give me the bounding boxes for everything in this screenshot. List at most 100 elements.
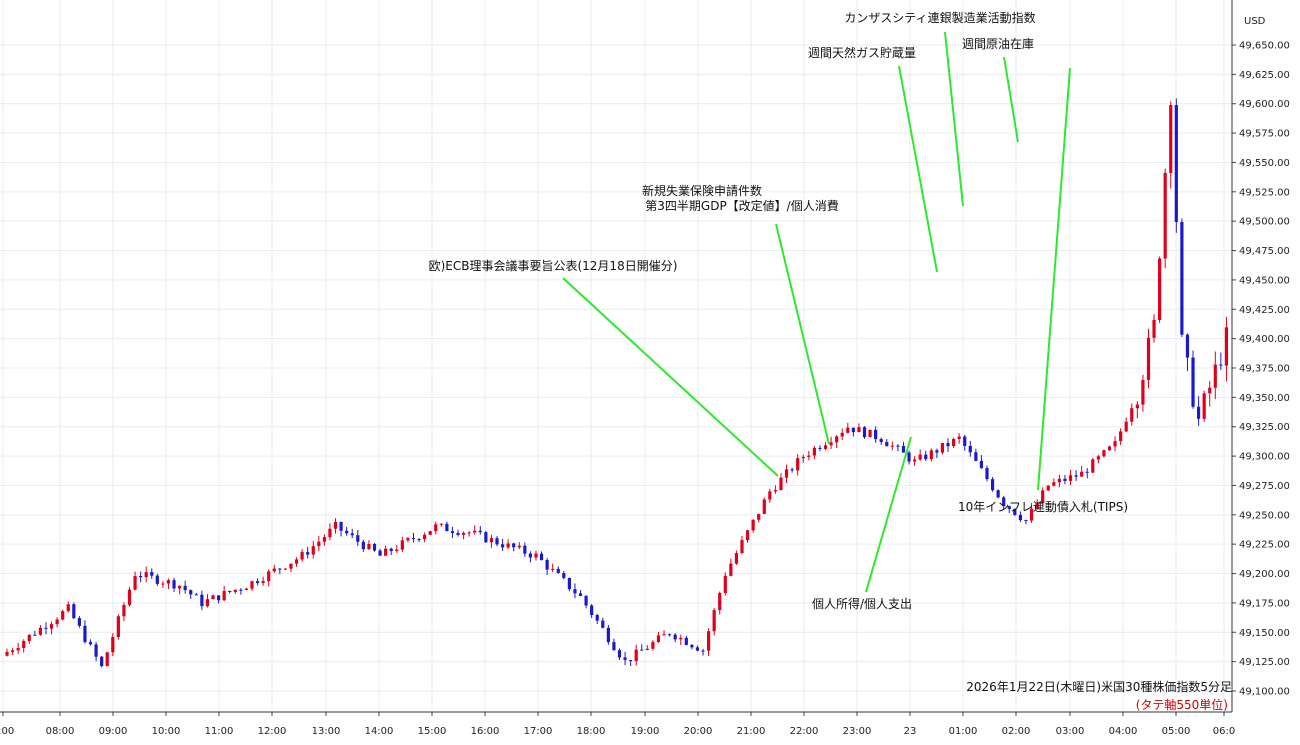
- candle-up: [723, 575, 727, 593]
- candle-down: [339, 521, 343, 531]
- y-tick-label: 49,275.00: [1239, 481, 1290, 492]
- candle-down: [100, 656, 104, 667]
- candle-down: [1174, 105, 1178, 223]
- candle-down: [389, 548, 393, 552]
- candle-down: [606, 627, 610, 643]
- candle-up: [406, 538, 410, 541]
- candle-down: [44, 627, 48, 629]
- candle-up: [1146, 337, 1151, 380]
- annotation-line: [775, 223, 830, 445]
- candle-down: [216, 595, 221, 601]
- y-tick-label: 49,125.00: [1239, 657, 1290, 668]
- annotation-line: [944, 31, 964, 207]
- candle-up: [1135, 404, 1139, 409]
- candle-up: [1102, 450, 1106, 457]
- y-tick-label: 49,100.00: [1239, 687, 1290, 698]
- annotation-label: 週間天然ガス貯蔵量: [808, 45, 916, 60]
- candle-up: [49, 624, 54, 629]
- candle-down: [985, 468, 989, 480]
- candle-up: [222, 590, 226, 601]
- annotation-label: 10年インフレ連動債入札(TIPS): [958, 499, 1128, 514]
- candle-up: [868, 429, 872, 438]
- candle-up: [294, 559, 299, 564]
- candle-down: [701, 650, 705, 652]
- candle-down: [183, 585, 187, 591]
- candle-up: [105, 652, 109, 667]
- candle-up: [116, 616, 120, 638]
- candle-up: [489, 538, 494, 543]
- candle-down: [528, 553, 533, 558]
- candle-down: [590, 605, 594, 615]
- candle-down: [1002, 497, 1006, 507]
- candle-up: [740, 540, 744, 554]
- candle-up: [5, 651, 9, 656]
- y-axis: 49,100.00 49,125.00 49,150.00 49,175.00 49,2…: [1231, 0, 1290, 712]
- candle-up: [1169, 105, 1173, 173]
- candle-down: [194, 594, 198, 596]
- candle-down: [523, 545, 527, 554]
- candle-down: [345, 530, 349, 534]
- annotation-line: [865, 436, 912, 593]
- candle-down: [417, 539, 421, 541]
- candle-down: [77, 618, 81, 626]
- candle-up: [1163, 172, 1167, 259]
- candle-down: [562, 573, 566, 578]
- y-tick-label: 49,575.00: [1239, 129, 1290, 140]
- candle-up: [428, 531, 432, 535]
- x-tick-label: 18:00: [577, 726, 606, 737]
- y-tick-label: 49,525.00: [1239, 187, 1290, 198]
- candle-up: [144, 572, 148, 578]
- candle-down: [83, 625, 87, 643]
- candle-up: [1208, 387, 1212, 394]
- candle-up: [161, 583, 165, 585]
- candle-down: [478, 530, 482, 533]
- candle-up: [122, 604, 126, 617]
- candle-up: [1124, 421, 1128, 432]
- x-tick-label: 09:00: [99, 726, 128, 737]
- candle-up: [1029, 508, 1034, 521]
- candle-up: [1041, 490, 1045, 504]
- y-tick-label: 49,350.00: [1239, 393, 1290, 404]
- candle-up: [178, 585, 182, 589]
- candle-down: [356, 535, 360, 542]
- x-tick-label: 23: [904, 726, 917, 737]
- candle-up: [1046, 485, 1050, 491]
- candle-down: [1191, 357, 1195, 407]
- candle-up: [1130, 408, 1134, 422]
- candle-up: [929, 450, 933, 460]
- candle-up: [1068, 475, 1073, 481]
- candle-up: [166, 580, 171, 584]
- candle-up: [205, 599, 210, 607]
- x-tick-label: 12:00: [258, 726, 287, 737]
- x-tick-label: 15:00: [418, 726, 447, 737]
- candle-up: [61, 611, 65, 620]
- y-tick-label: 49,425.00: [1239, 305, 1290, 316]
- candle-down: [411, 538, 416, 540]
- y-tick-label: 49,300.00: [1239, 452, 1290, 463]
- y-tick-label: 49,200.00: [1239, 569, 1290, 580]
- candle-up: [111, 637, 115, 653]
- x-tick-label: 20:00: [684, 726, 713, 737]
- candle-up: [22, 640, 26, 648]
- candle-up: [829, 442, 833, 446]
- candle-up: [1224, 327, 1229, 366]
- candle-up: [1202, 393, 1206, 419]
- candle-up: [634, 649, 638, 662]
- x-tick-label: 17:00: [524, 726, 553, 737]
- candle-up: [662, 634, 666, 636]
- candle-down: [456, 533, 460, 535]
- annotation-line: [1037, 67, 1071, 491]
- candle-down: [350, 533, 354, 536]
- candle-up: [244, 588, 249, 591]
- candle-up: [467, 532, 471, 534]
- candle-up: [1213, 364, 1217, 388]
- candle-up: [913, 459, 917, 462]
- annotation-label: 週間原油在庫: [962, 37, 1034, 51]
- candle-down: [139, 576, 143, 578]
- candle-down: [578, 593, 583, 596]
- candle-down: [495, 538, 499, 545]
- x-tick-label: 10:00: [152, 726, 181, 737]
- candle-up: [233, 589, 237, 592]
- candle-down: [818, 447, 822, 449]
